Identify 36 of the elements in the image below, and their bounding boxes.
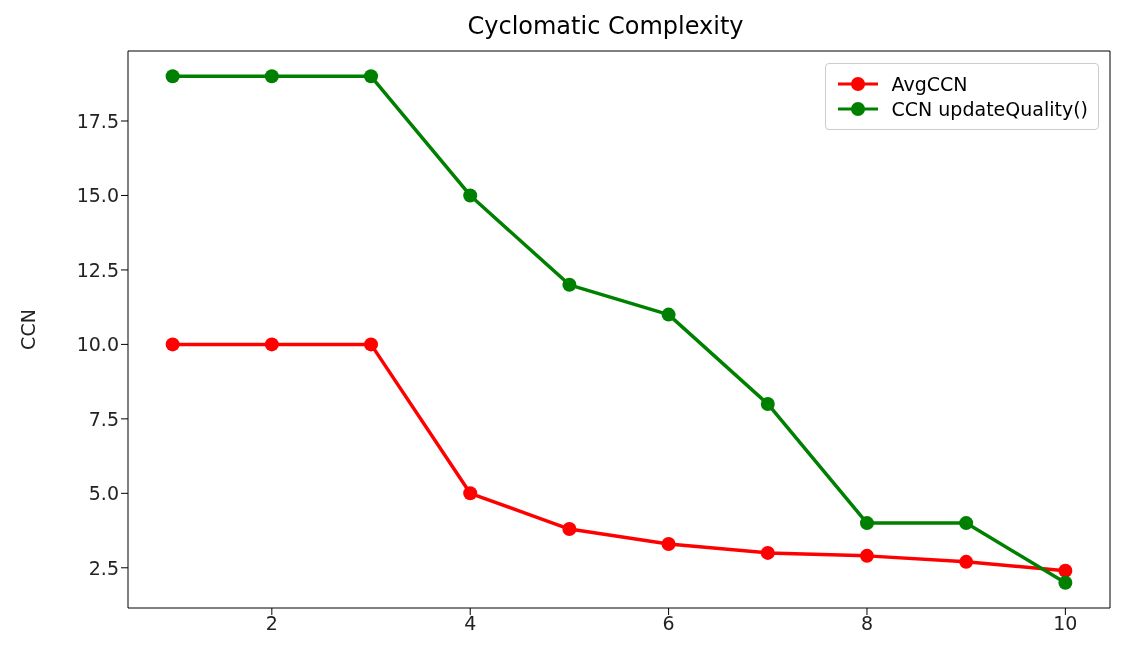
point xyxy=(463,486,478,501)
point xyxy=(959,516,974,531)
point xyxy=(959,554,974,569)
y-tick-label: 2.5 xyxy=(88,556,119,579)
point xyxy=(760,396,775,411)
x-tick-label: 4 xyxy=(464,612,477,635)
x-tick-label: 2 xyxy=(265,612,278,635)
point xyxy=(165,337,180,352)
point xyxy=(364,337,379,352)
y-tick-label: 5.0 xyxy=(88,482,119,505)
y-tick-label: 17.5 xyxy=(76,109,119,132)
x-tick-label: 10 xyxy=(1053,612,1078,635)
x-tick-label: 8 xyxy=(860,612,874,635)
point xyxy=(562,522,577,537)
point xyxy=(760,545,775,560)
point xyxy=(1058,563,1073,578)
point xyxy=(661,536,676,551)
point xyxy=(859,516,874,531)
y-tick-label: 7.5 xyxy=(88,407,119,430)
y-axis-title: CCN xyxy=(16,309,39,350)
y-tick-label: 15.0 xyxy=(76,184,119,207)
point xyxy=(859,548,874,563)
point xyxy=(264,337,279,352)
point xyxy=(562,277,577,292)
y-tick-label: 10.0 xyxy=(76,333,119,356)
x-tick-label: 6 xyxy=(662,612,675,635)
chart-title: Cyclomatic Complexity xyxy=(466,11,745,42)
point xyxy=(165,69,180,84)
point xyxy=(1058,575,1073,590)
point xyxy=(364,69,379,84)
legend-label: CCN updateQuality() xyxy=(891,98,1088,120)
y-tick-label: 12.5 xyxy=(76,258,119,281)
legend-label: AvgCCN xyxy=(891,73,968,95)
point xyxy=(661,307,676,322)
point xyxy=(463,188,478,203)
point xyxy=(264,69,279,84)
